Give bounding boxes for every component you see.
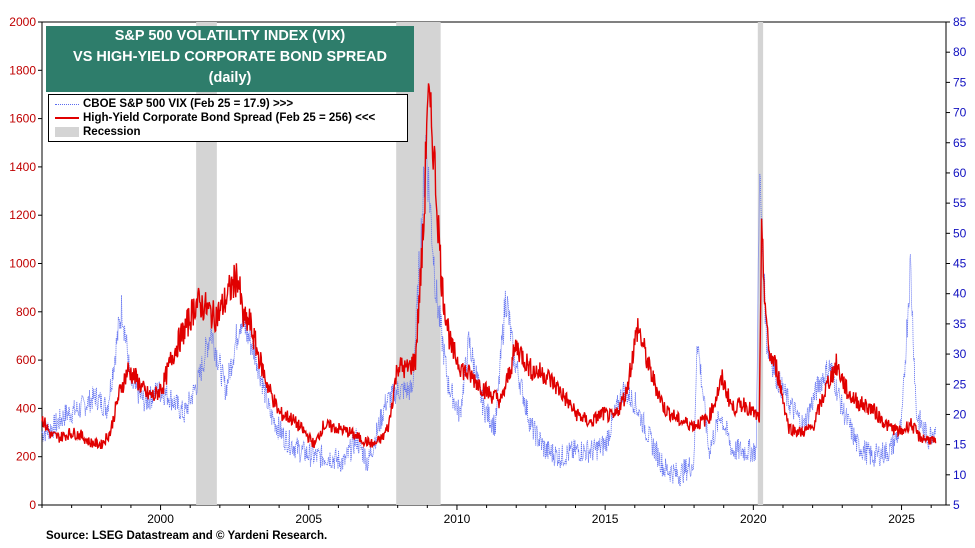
left-tick-label: 1800	[9, 63, 36, 77]
legend-label-vix: CBOE S&P 500 VIX (Feb 25 = 17.9) >>>	[83, 98, 294, 110]
x-tick-label: 2015	[592, 512, 619, 526]
legend-swatch-recession	[55, 127, 79, 137]
right-tick-label: 30	[953, 347, 967, 361]
x-tick-label: 2000	[147, 512, 174, 526]
x-tick-label: 2025	[888, 512, 915, 526]
left-tick-label: 1400	[9, 160, 36, 174]
legend-swatch-hy	[55, 113, 79, 123]
right-tick-label: 15	[953, 438, 967, 452]
title-line-2: VS HIGH-YIELD CORPORATE BOND SPREAD	[73, 49, 387, 65]
right-tick-label: 50	[953, 226, 967, 240]
legend-item-hy: High-Yield Corporate Bond Spread (Feb 25…	[55, 111, 375, 125]
right-tick-label: 75	[953, 75, 967, 89]
left-tick-label: 800	[16, 305, 36, 319]
recession-band	[757, 22, 764, 505]
legend-label-hy: High-Yield Corporate Bond Spread (Feb 25…	[83, 112, 376, 124]
right-tick-label: 45	[953, 257, 967, 271]
left-tick-label: 0	[29, 498, 36, 512]
right-tick-label: 85	[953, 15, 967, 29]
left-axis: 0 200 400 600 800 1000 1200 1400 1600 1800 2000	[9, 15, 42, 512]
right-tick-label: 55	[953, 196, 967, 210]
left-tick-label: 400	[16, 401, 36, 415]
legend-item-recession: Recession	[55, 125, 141, 139]
vix-series	[41, 134, 936, 488]
title-line-3: (daily)	[208, 70, 252, 86]
left-tick-label: 1600	[9, 112, 36, 126]
left-tick-label: 1000	[9, 257, 36, 271]
legend: CBOE S&P 500 VIX (Feb 25 = 17.9) >>> Hig…	[48, 94, 408, 142]
x-tick-label: 2005	[295, 512, 322, 526]
legend-item-vix: CBOE S&P 500 VIX (Feb 25 = 17.9) >>>	[55, 97, 293, 111]
left-tick-label: 600	[16, 353, 36, 367]
right-tick-label: 35	[953, 317, 967, 331]
right-tick-label: 20	[953, 407, 967, 421]
chart-title: S&P 500 VOLATILITY INDEX (VIX) VS HIGH-Y…	[46, 26, 414, 92]
x-axis: 2000 2005 2010 2015 2020 2025	[41, 505, 932, 526]
vix-line	[41, 134, 936, 488]
right-tick-label: 60	[953, 166, 967, 180]
left-tick-label: 200	[16, 450, 36, 464]
left-tick-label: 1200	[9, 208, 36, 222]
legend-swatch-vix	[55, 99, 79, 109]
recession-band	[196, 22, 217, 505]
title-line-1: S&P 500 VOLATILITY INDEX (VIX)	[114, 28, 346, 44]
right-tick-label: 65	[953, 136, 967, 150]
right-axis: 5 10 15 20 25 30 35 40 45 50 55 60 65 70 75 80 85	[946, 15, 967, 512]
right-tick-label: 40	[953, 287, 967, 301]
right-tick-label: 25	[953, 377, 967, 391]
right-tick-label: 70	[953, 106, 967, 120]
left-tick-label: 2000	[9, 15, 36, 29]
x-tick-label: 2020	[740, 512, 767, 526]
hy-spread-series	[41, 83, 937, 450]
right-tick-label: 80	[953, 45, 967, 59]
x-tick-label: 2010	[444, 512, 471, 526]
right-tick-label: 5	[953, 498, 960, 512]
legend-label-recession: Recession	[83, 126, 141, 138]
right-tick-label: 10	[953, 468, 967, 482]
hy-spread-line	[41, 83, 937, 450]
source-note: Source: LSEG Datastream and © Yardeni Re…	[46, 530, 328, 542]
